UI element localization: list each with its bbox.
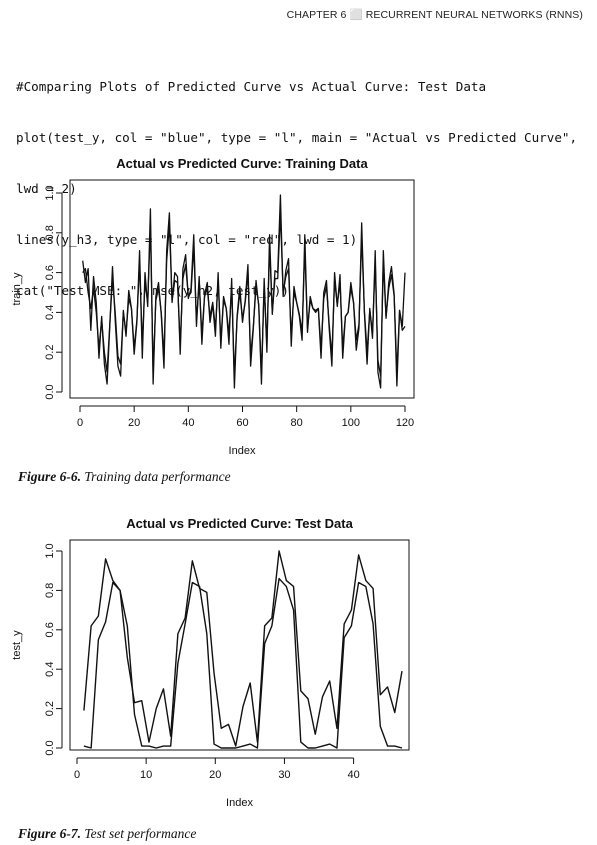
training-chart: Actual vs Predicted Curve: Training Data…: [11, 156, 415, 457]
code-line: #Comparing Plots of Predicted Curve vs A…: [16, 79, 487, 94]
plot-frame: [69, 539, 410, 751]
y-tick-label: 0.0: [44, 384, 56, 399]
figure-caption-text: Test set performance: [84, 826, 197, 841]
x-tick-label: 120: [396, 417, 414, 429]
y-tick-label: 0.4: [44, 305, 56, 320]
y-tick-label: 0.6: [44, 622, 56, 637]
x-axis-label: Index: [226, 797, 253, 809]
code-line: plot(test_y, col = "blue", type = "l", m…: [16, 130, 578, 145]
y-tick-label: 0.8: [44, 583, 56, 598]
x-tick-label: 40: [182, 417, 194, 429]
figure-6-7-caption: Figure 6-7. Test set performance: [18, 826, 196, 842]
test-chart: Actual vs Predicted Curve: Test Data 0 10 2…: [11, 516, 410, 809]
y-tick-label: 1.0: [44, 543, 56, 558]
figure-test-chart: Actual vs Predicted Curve: Test Data 0 10 2…: [0, 508, 597, 820]
x-tick-label: 20: [128, 417, 140, 429]
plot-frame: [69, 179, 415, 399]
x-tick-label: 100: [342, 417, 360, 429]
chart-title: Actual vs Predicted Curve: Test Data: [126, 516, 353, 531]
y-tick-label: 0.2: [44, 345, 56, 360]
x-tick-label: 30: [278, 769, 290, 781]
code-line: lines(y_h3, type = "l", col = "red", lwd…: [16, 232, 358, 247]
code-line: lwd = 2): [16, 181, 77, 196]
x-tick-label: 40: [347, 769, 359, 781]
figure-6-6-caption: Figure 6-6. Training data performance: [18, 469, 231, 485]
x-tick-label: 0: [74, 769, 80, 781]
y-tick-label: 0.4: [44, 662, 56, 677]
figure-number: Figure 6-7.: [18, 826, 82, 841]
x-tick-label: 80: [291, 417, 303, 429]
series-line: [82, 194, 406, 389]
y-tick-label: 1.0: [44, 185, 56, 200]
x-tick-label: 20: [209, 769, 221, 781]
y-axis-label: test_y: [11, 630, 23, 660]
running-head: CHAPTER 6 ⬜ RECURRENT NEURAL NETWORKS (R…: [286, 9, 583, 21]
series-line: [83, 577, 403, 749]
x-tick-label: 10: [140, 769, 152, 781]
x-tick-label: 60: [236, 417, 248, 429]
figure-training-chart: Actual vs Predicted Curve: Training Data…: [0, 152, 597, 464]
code-block: #Comparing Plots of Predicted Curve vs A…: [16, 44, 586, 316]
series-line: [82, 212, 406, 377]
figure-caption-text: Training data performance: [84, 469, 231, 484]
y-tick-label: 0.2: [44, 701, 56, 716]
x-axis-label: Index: [229, 445, 256, 457]
x-tick-label: 0: [77, 417, 83, 429]
y-tick-label: 0.8: [44, 225, 56, 240]
chart-title: Actual vs Predicted Curve: Training Data: [116, 156, 368, 171]
y-tick-label: 0.6: [44, 265, 56, 280]
y-tick-label: 0.0: [44, 740, 56, 755]
series-line: [83, 550, 403, 747]
figure-number: Figure 6-6.: [18, 469, 82, 484]
y-axis-label: train_y: [11, 272, 23, 306]
